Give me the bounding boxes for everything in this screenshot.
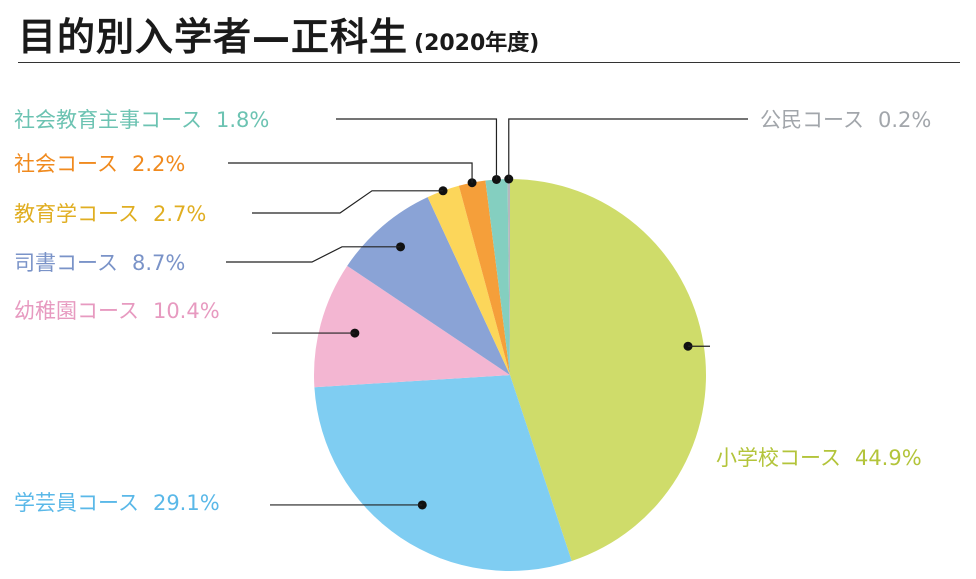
leader-line-8 [508,118,748,180]
pie-slice-6 [458,180,510,375]
pie-slice-3 [314,265,510,388]
slice-label-1: 小学校コース 44.9% [716,446,922,470]
leader-line-7 [336,118,498,180]
slice-label-value: 29.1% [153,491,220,515]
slice-label-name: 社会コース [14,152,118,176]
slice-label-name: 社会教育主事コース [14,108,202,132]
slice-label-value: 2.7% [153,202,206,226]
slice-label-value: 10.4% [153,299,220,323]
slice-label-6: 社会コース 2.2% [14,152,185,176]
pie-slice-4 [347,197,510,375]
pie-slice-8 [507,179,510,375]
leader-line-5 [252,190,444,214]
slice-label-name: 公民コース [760,108,864,132]
pie-slice-2 [314,375,572,571]
pie-slice-7 [485,179,510,375]
slice-label-3: 幼稚園コース 10.4% [14,299,220,323]
slice-label-name: 司書コース [14,251,118,275]
slice-label-value: 2.2% [132,152,185,176]
slice-label-5: 教育学コース 2.7% [14,202,206,226]
chart-title: 目的別入学者—正科生 (2020年度) [18,6,539,61]
pie-slice-5 [427,185,510,375]
title-divider [18,62,960,63]
pie-slice-1 [510,179,706,562]
slice-label-8: 公民コース 0.2% [760,108,931,132]
slice-label-value: 1.8% [216,108,269,132]
chart-title-main: 目的別入学者—正科生 [18,15,409,59]
slice-label-4: 司書コース 8.7% [14,251,185,275]
leader-line-4 [226,246,401,263]
chart-subtitle: (2020年度) [414,31,540,56]
slice-label-value: 0.2% [878,108,931,132]
slice-label-name: 小学校コース [716,446,841,470]
slice-label-name: 教育学コース [14,202,139,226]
slice-label-2: 学芸員コース 29.1% [14,491,220,515]
slice-label-name: 幼稚園コース [14,299,139,323]
slice-label-7: 社会教育主事コース 1.8% [14,108,269,132]
slice-label-value: 8.7% [132,251,185,275]
slice-label-name: 学芸員コース [14,491,139,515]
leader-line-6 [228,162,473,183]
slice-label-value: 44.9% [855,446,922,470]
